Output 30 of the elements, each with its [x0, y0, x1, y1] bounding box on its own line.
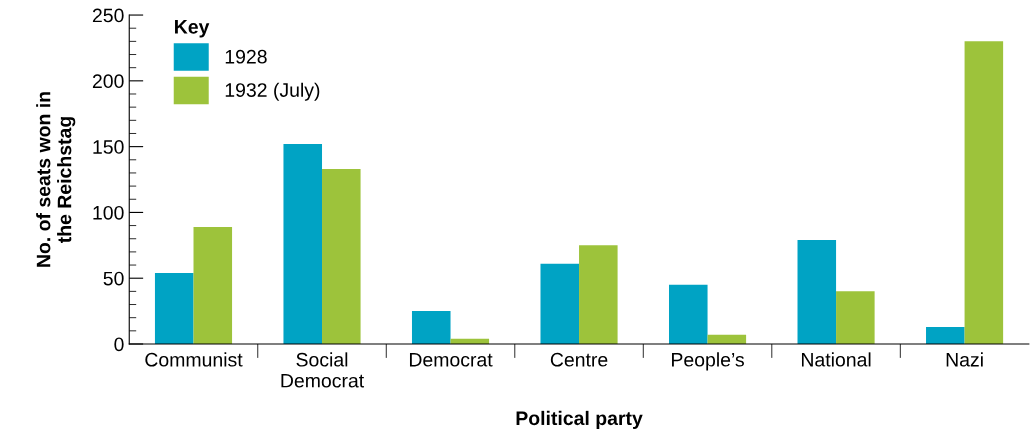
y-axis-title: No. of seats won in the Reichstag: [36, 92, 76, 267]
y-tick-label: 200: [92, 74, 124, 89]
bar: [579, 245, 618, 344]
legend-label: 1932 (July): [225, 82, 320, 101]
bar: [283, 144, 323, 344]
legend-label: 1928: [225, 49, 267, 64]
legend-title: Key: [175, 20, 210, 38]
bar: [836, 291, 875, 344]
x-tick-label: Communist: [145, 352, 243, 367]
x-tick-label: Social Democrat: [281, 352, 365, 388]
y-tick-label: 50: [103, 271, 124, 286]
x-tick-label: Centre: [550, 352, 608, 367]
y-tick-label: 250: [92, 8, 124, 23]
bar: [669, 284, 708, 344]
x-tick-label: Democrat: [409, 353, 493, 367]
y-tick-label: 150: [93, 140, 124, 154]
bar: [540, 263, 580, 344]
x-tick-label: Nazi: [946, 352, 983, 367]
bar: [964, 41, 1004, 344]
bar: [322, 169, 361, 344]
bar: [411, 311, 451, 344]
x-tick-label: People’s: [672, 352, 744, 371]
bar: [193, 226, 233, 344]
y-tick-label: 100: [93, 205, 124, 220]
bar: [797, 240, 837, 344]
x-axis-title: Political party: [516, 410, 643, 429]
bar: [154, 272, 194, 344]
bar: [926, 326, 965, 344]
x-tick-label: National: [801, 352, 871, 367]
y-tick-label: 0: [114, 337, 124, 352]
